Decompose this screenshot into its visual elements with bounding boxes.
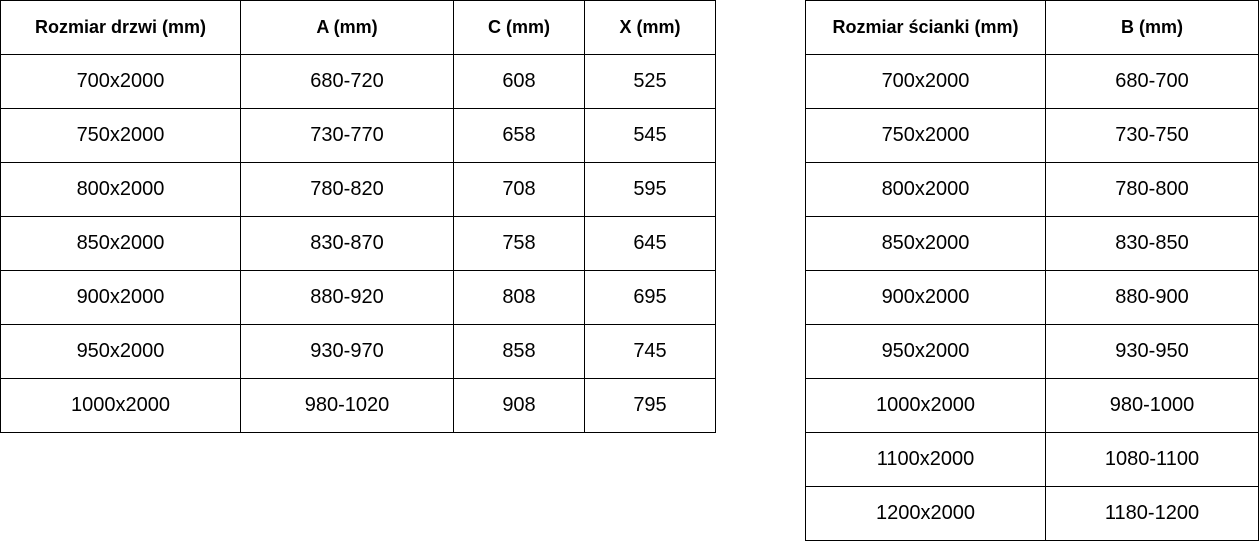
table-cell: 880-920 [240, 270, 454, 325]
table-cell: 545 [584, 108, 716, 163]
table-cell: 608 [453, 54, 585, 109]
table-cell: 830-870 [240, 216, 454, 271]
wall-size-table: Rozmiar ścianki (mm) B (mm) 700x2000 680-70… [805, 0, 1259, 541]
table-row: 900x2000 880-920 808 695 [0, 270, 716, 325]
table-cell: 780-800 [1045, 162, 1259, 217]
table-cell: 830-850 [1045, 216, 1259, 271]
table-cell: 930-950 [1045, 324, 1259, 379]
table-cell: 858 [453, 324, 585, 379]
table-cell: 780-820 [240, 162, 454, 217]
table-row: 1000x2000 980-1020 908 795 [0, 378, 716, 433]
table-cell: 800x2000 [0, 162, 241, 217]
column-header: X (mm) [584, 0, 716, 55]
table-cell: 850x2000 [0, 216, 241, 271]
table-row: 700x2000 680-700 [805, 54, 1259, 109]
column-header: Rozmiar ścianki (mm) [805, 0, 1046, 55]
table-cell: 880-900 [1045, 270, 1259, 325]
column-header: Rozmiar drzwi (mm) [0, 0, 241, 55]
table-cell: 700x2000 [0, 54, 241, 109]
table-cell: 800x2000 [805, 162, 1046, 217]
table-row: 850x2000 830-870 758 645 [0, 216, 716, 271]
table-cell: 750x2000 [805, 108, 1046, 163]
table-cell: 850x2000 [805, 216, 1046, 271]
table-row: 700x2000 680-720 608 525 [0, 54, 716, 109]
table-row: 950x2000 930-950 [805, 324, 1259, 379]
column-header: C (mm) [453, 0, 585, 55]
table-row: 800x2000 780-820 708 595 [0, 162, 716, 217]
table-row: 1100x2000 1080-1100 [805, 432, 1259, 487]
table-cell: 595 [584, 162, 716, 217]
table-cell: 950x2000 [805, 324, 1046, 379]
door-size-table: Rozmiar drzwi (mm) A (mm) C (mm) X (mm) 700x… [0, 0, 716, 433]
table-cell: 900x2000 [0, 270, 241, 325]
table-row: 900x2000 880-900 [805, 270, 1259, 325]
table-row: 950x2000 930-970 858 745 [0, 324, 716, 379]
table-cell: 758 [453, 216, 585, 271]
table-cell: 1180-1200 [1045, 486, 1259, 541]
table-cell: 1000x2000 [0, 378, 241, 433]
table-cell: 730-770 [240, 108, 454, 163]
table-row: 800x2000 780-800 [805, 162, 1259, 217]
table-cell: 695 [584, 270, 716, 325]
table-cell: 680-720 [240, 54, 454, 109]
table-cell: 950x2000 [0, 324, 241, 379]
column-header: A (mm) [240, 0, 454, 55]
table-cell: 1000x2000 [805, 378, 1046, 433]
table-cell: 1080-1100 [1045, 432, 1259, 487]
table-row: 1200x2000 1180-1200 [805, 486, 1259, 541]
table-cell: 808 [453, 270, 585, 325]
table-cell: 645 [584, 216, 716, 271]
table-cell: 730-750 [1045, 108, 1259, 163]
table-cell: 525 [584, 54, 716, 109]
table-cell: 900x2000 [805, 270, 1046, 325]
table-row: 750x2000 730-770 658 545 [0, 108, 716, 163]
table-cell: 980-1020 [240, 378, 454, 433]
table-cell: 680-700 [1045, 54, 1259, 109]
table-row: 850x2000 830-850 [805, 216, 1259, 271]
table-cell: 795 [584, 378, 716, 433]
table-cell: 708 [453, 162, 585, 217]
table-cell: 930-970 [240, 324, 454, 379]
table-cell: 658 [453, 108, 585, 163]
table-row: 1000x2000 980-1000 [805, 378, 1259, 433]
table-cell: 700x2000 [805, 54, 1046, 109]
table-cell: 1100x2000 [805, 432, 1046, 487]
table-cell: 908 [453, 378, 585, 433]
table-cell: 745 [584, 324, 716, 379]
table-cell: 980-1000 [1045, 378, 1259, 433]
table-cell: 1200x2000 [805, 486, 1046, 541]
column-header: B (mm) [1045, 0, 1259, 55]
table-row: 750x2000 730-750 [805, 108, 1259, 163]
table-cell: 750x2000 [0, 108, 241, 163]
